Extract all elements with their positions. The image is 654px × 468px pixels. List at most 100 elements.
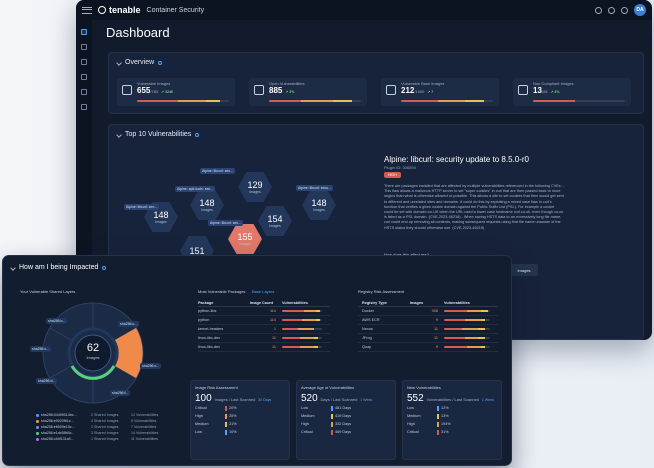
card-value: 13 [533,86,542,95]
hex-label: Alpine: libcurl: sec... [124,204,160,210]
avatar[interactable]: DA [634,4,646,16]
top10-title: Top 10 Vulnerabilities [125,131,192,138]
age-period-dropdown[interactable]: 1 Week [360,398,373,402]
vuln-bar [444,328,490,330]
registry-name: Docker [362,309,375,313]
new-vulns-sub: Vulnerabilities / Last Scanned [426,397,480,402]
col-vulnerabilities[interactable]: Vulnerabilities [282,300,308,305]
vuln-bar [282,337,322,339]
layer-shared: 1 Shared Images [91,437,119,441]
base-image-icon [386,85,396,95]
registry-nav-icon[interactable] [81,59,87,65]
registry-images: 11 [434,327,438,331]
card-total: /1000 [414,89,425,94]
risk-level: High [195,414,203,418]
settings-icon[interactable] [595,6,602,14]
package-name: python [198,318,210,322]
pie-label: sha256:f... [110,390,131,396]
vuln-bar [282,328,322,330]
table-row[interactable]: Docker 308 [358,307,498,316]
card-delta: ↗ 4% [550,90,560,94]
menu-icon[interactable] [82,6,92,14]
age-unit: Days [342,430,352,434]
table-row[interactable]: python-libs 114 [198,307,330,316]
shared-layers-pie [42,302,144,404]
info-icon[interactable] [102,265,107,270]
col-vulnerabilities[interactable]: Vulnerabilities [444,300,470,305]
risk-period-dropdown[interactable]: 30 Days [258,398,272,402]
plugin-id[interactable]: Plugin ID: 306594 [384,165,416,170]
table-row[interactable]: AWS ECR 9 [358,316,498,325]
legend-row[interactable]: sha256:e0020f61c... 4 Shared Images 9 Vuln… [36,418,186,424]
images-button[interactable]: Images [510,264,538,276]
gear-icon[interactable] [608,6,615,14]
table-row[interactable]: linux-libc-dev 11 [198,343,330,352]
images-nav-icon[interactable] [81,44,87,50]
chevron-down-icon[interactable] [116,131,122,138]
table-row[interactable]: Nexus 11 [358,325,498,334]
age-unit: Days [342,414,352,418]
col-package[interactable]: Package [198,300,214,305]
image-risk-card: Image Risk Assessment 100 Images / Last … [190,380,290,460]
legend-row[interactable]: sha256:e1dc58b5c... 3 Shared Images 14 Vul… [36,430,186,436]
risk-pct: 25% [229,414,237,418]
vulnerable-images-card[interactable]: Vulnerable Images 655/763 ↗ 3246 [117,78,235,106]
center-unit: Images [86,355,100,360]
pie-label: sha256:c... [118,321,140,327]
grid-icon[interactable] [621,6,628,14]
col-images[interactable]: Images [410,300,424,305]
table-row[interactable]: kernel-headers 1 [198,325,330,334]
table-row[interactable]: python 114 [198,316,330,325]
layers-title: Your Vulnerable Shared Layers [20,289,76,294]
layer-hash: sha256:04499014bc... [41,413,77,417]
card-value: 212 [401,86,415,95]
layer-shared: 4 Shared Images [91,419,119,423]
registry-name: Quay [362,345,372,349]
new-vulns-count: 552 [407,393,424,404]
vuln-hex[interactable]: 148 Images [190,190,224,220]
info-icon[interactable] [195,132,200,137]
packages-title: Most Vulnerable Packages [198,289,246,294]
settings-nav-icon[interactable] [81,104,87,110]
table-row[interactable]: Quay 9 [358,343,498,352]
risk-title: Image Risk Assessment [195,385,238,390]
card-total: /28 [541,89,548,94]
legend-row[interactable]: sha256:04499014bc... 2 Shared Images 12 Vu… [36,412,186,418]
severity-bar [137,100,229,102]
table-row[interactable]: linux-libc-dev 11 [198,334,330,343]
packages-table: Package Image Count Vulnerabilities python… [198,299,330,352]
vulnerable-base-images-card[interactable]: Vulnerable Base Images 212/1000 ↗ 7 [381,78,499,106]
table-row[interactable]: JFrog 11 [358,334,498,343]
non-compliant-images-card[interactable]: Non Compliant Images 13/28 ↗ 4% [513,78,631,106]
base-layers-link[interactable]: Base Layers [252,289,275,294]
product-name: Container Security [146,6,205,14]
col-registry-type[interactable]: Registry Type [362,300,387,305]
hex-label: Alpine: libcurl: sec... [208,220,244,226]
layers-nav-icon[interactable] [81,74,87,80]
chevron-down-icon[interactable] [116,59,122,66]
new-level: Critical [407,430,419,434]
registry-name: AWS ECR [362,318,380,322]
pie-label: sha256:d... [36,378,58,384]
new-vulns-period-dropdown[interactable]: 1 Week [481,398,494,402]
age-level: Medium [301,414,315,418]
image-count: 114 [269,318,276,322]
vuln-bar [444,310,490,312]
document-icon [518,85,528,95]
open-vulnerabilities-card[interactable]: Open Vulnerabilities 885 ↗ 3% [249,78,367,106]
dashboard-nav-icon[interactable] [81,29,87,35]
vuln-bar [444,346,490,348]
hex-count: 148 [199,198,215,208]
reports-nav-icon[interactable] [81,89,87,95]
layer-vulns: 12 Vulnerabilities [131,413,159,417]
card-delta: ↗ 7 [427,90,434,94]
legend-row[interactable]: sha256:c44f131a9... 1 Shared Images 11 Vul… [36,436,186,442]
chevron-down-icon[interactable] [10,264,16,271]
col-image-count[interactable]: Image Count [250,300,273,305]
package-name: linux-libc-dev [198,336,221,340]
legend-row[interactable]: sha256:e6509e15c... 2 Shared Images 7 Vuln… [36,424,186,430]
info-icon[interactable] [158,60,163,65]
tenable-logo: tenable [98,5,141,15]
new-vulns-card: New Vulnerabilities 552 Vulnerabilities … [402,380,502,460]
layer-vulns: 9 Vulnerabilities [131,419,157,423]
